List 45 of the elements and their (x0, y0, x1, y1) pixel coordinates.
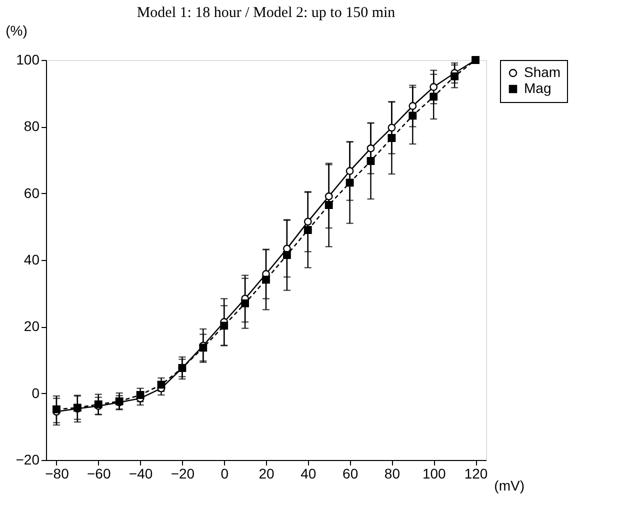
y-tick-label: 60 (24, 184, 40, 201)
point (430, 83, 438, 91)
point (408, 102, 417, 110)
y-tick-label: 100 (16, 52, 40, 68)
legend-label: Sham (524, 64, 561, 80)
point (52, 405, 60, 414)
x-tick-label: 20 (258, 466, 274, 482)
point (324, 201, 333, 209)
point (283, 251, 291, 259)
point (450, 72, 459, 80)
point (388, 124, 396, 132)
x-tick-label: 80 (384, 466, 400, 482)
point (304, 218, 312, 226)
point (262, 276, 270, 284)
y-axis-title: (%) (6, 22, 28, 38)
x-tick-label: −60 (87, 466, 111, 482)
point (388, 134, 396, 142)
x-tick-label: 60 (342, 466, 358, 482)
x-tick-label: 40 (300, 466, 316, 482)
y-tick-label: 0 (32, 384, 40, 401)
point (430, 92, 438, 101)
x-tick-label: 120 (464, 466, 488, 482)
x-axis-title: (mV) (494, 478, 524, 494)
x-tick-label: 100 (422, 466, 446, 482)
point (366, 157, 375, 165)
point (241, 299, 249, 308)
y-tick-label: −20 (16, 452, 40, 468)
legend-label: Mag (524, 80, 552, 96)
y-tick-label: 80 (24, 118, 40, 134)
point (408, 112, 417, 120)
point (346, 178, 354, 187)
point (324, 192, 333, 200)
point (366, 144, 375, 152)
point (136, 391, 144, 399)
x-tick-label: −20 (170, 466, 195, 482)
chart-title: Model 1: 18 hour / Model 2: up to 150 min (136, 5, 396, 21)
point (304, 226, 312, 234)
x-tick-label: 0 (220, 466, 229, 482)
point (220, 322, 228, 330)
x-tick-label: −80 (45, 466, 70, 482)
x-tick-label: −40 (128, 466, 153, 482)
y-tick-label: 20 (24, 318, 40, 334)
y-tick-label: 40 (24, 252, 40, 268)
point (157, 380, 166, 389)
point (346, 167, 354, 175)
